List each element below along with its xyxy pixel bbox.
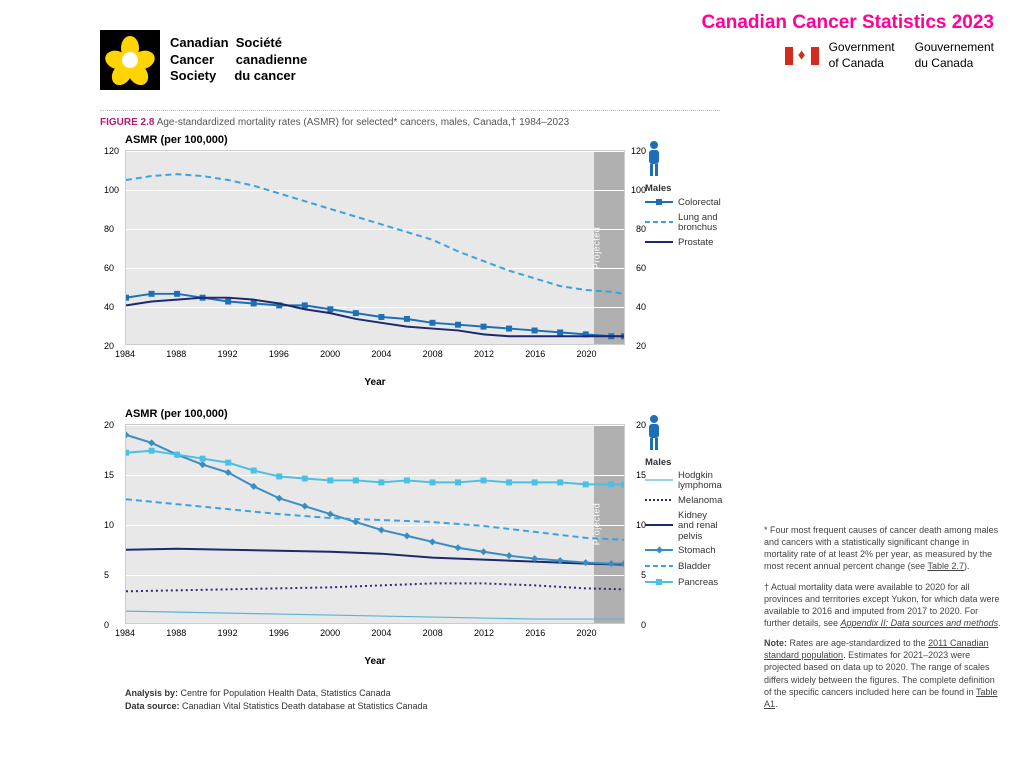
ccs-text: Canadian Société Cancer canadienne Socie…: [170, 35, 307, 86]
daffodil-icon: [100, 30, 160, 90]
gov-logo-block: ♦ Government of Canada Gouvernement du C…: [785, 40, 994, 71]
male-figure-icon: [645, 414, 661, 454]
chart-1: ASMR (per 100,000) Projected 20204040606…: [100, 134, 720, 388]
chart1-legend: Males ColorectalLung and bronchusProstat…: [645, 140, 721, 253]
figure-caption: FIGURE 2.8 Age-standardized mortality ra…: [100, 110, 720, 128]
analysis-credits: Analysis by: Centre for Population Healt…: [125, 687, 720, 712]
chart1-ytitle: ASMR (per 100,000): [125, 134, 720, 146]
figure-area: FIGURE 2.8 Age-standardized mortality ra…: [100, 110, 720, 712]
chart2-xlabel: Year: [100, 656, 650, 667]
page-title: Canadian Cancer Statistics 2023: [701, 12, 994, 34]
chart2-ytitle: ASMR (per 100,000): [125, 408, 720, 420]
figure-notes: * Four most frequent causes of cancer de…: [764, 524, 1004, 718]
canada-flag-icon: ♦: [785, 47, 819, 65]
ccs-logo-block: Canadian Société Cancer canadienne Socie…: [100, 30, 307, 90]
chart1-xlabel: Year: [100, 377, 650, 388]
chart2-legend: Males Hodgkin lymphomaMelanomaKidney and…: [645, 414, 722, 593]
male-figure-icon: [645, 140, 661, 180]
chart-2: ASMR (per 100,000) Projected 00551010151…: [100, 408, 720, 667]
